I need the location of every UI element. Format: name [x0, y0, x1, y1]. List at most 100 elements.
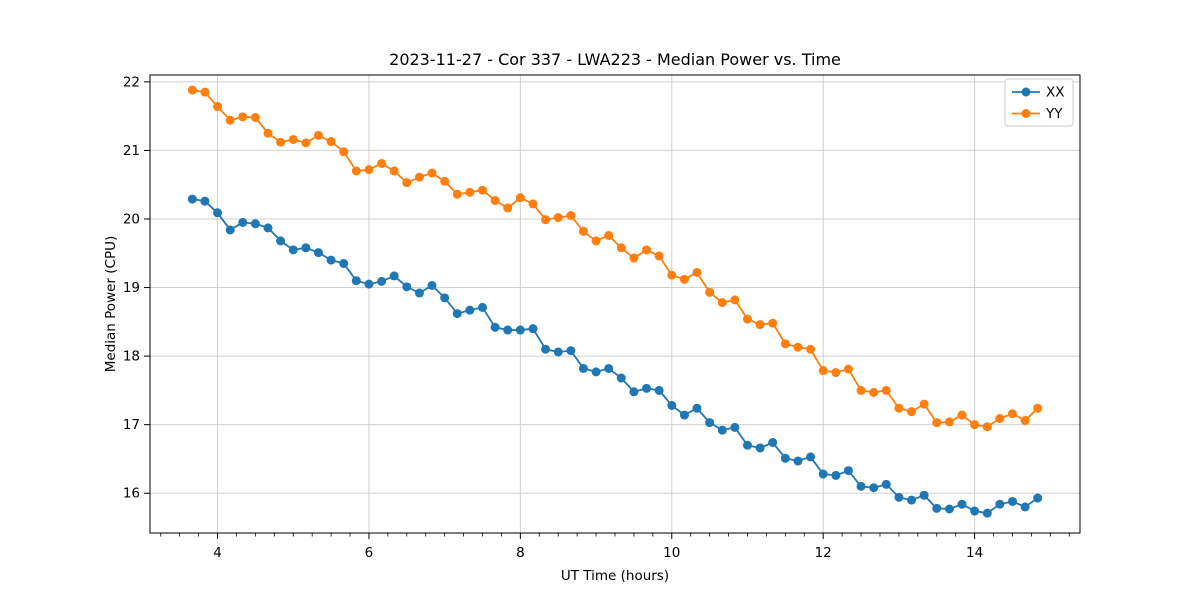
series-XX-marker — [742, 440, 752, 450]
legend-marker-sample — [1021, 109, 1031, 118]
series-YY-marker — [478, 185, 488, 195]
series-YY-marker — [301, 138, 311, 148]
legend-marker-sample — [1021, 87, 1031, 97]
series-XX-marker — [616, 373, 626, 383]
series-XX-marker — [465, 305, 475, 315]
series-YY-marker — [995, 414, 1005, 423]
series-XX-marker — [780, 453, 790, 463]
series-XX-marker — [578, 363, 588, 373]
series-XX-marker — [566, 346, 576, 356]
series-YY-marker — [490, 195, 500, 205]
legend-item-XX: XX — [1046, 85, 1065, 101]
series-XX-marker — [339, 259, 349, 269]
series-YY-marker — [427, 168, 437, 178]
series-XX-marker — [389, 271, 399, 281]
series-YY-marker — [692, 267, 702, 277]
y-tick-label: 18 — [123, 349, 140, 365]
series-YY-marker — [742, 314, 752, 324]
series-YY-marker — [679, 274, 689, 284]
series-YY-marker — [919, 399, 929, 409]
series-XX-marker — [591, 367, 601, 377]
y-tick-label: 16 — [123, 486, 140, 502]
series-YY-marker — [452, 189, 462, 199]
series-YY-marker — [213, 102, 223, 112]
series-YY-marker — [970, 420, 980, 430]
series-YY-marker — [553, 213, 563, 223]
series-XX-marker — [894, 492, 904, 502]
series-YY-marker — [604, 230, 614, 240]
series-XX-marker — [831, 470, 841, 480]
series-XX-marker — [1033, 493, 1043, 503]
series-XX-marker — [187, 194, 197, 204]
series-YY-marker — [717, 298, 727, 308]
series-YY-marker — [667, 270, 677, 280]
x-axis-label: UT Time (hours) — [560, 568, 670, 584]
series-YY-marker — [263, 128, 273, 138]
x-tick-label: 8 — [516, 545, 525, 561]
series-YY-marker — [869, 387, 879, 397]
series-YY-marker — [654, 251, 664, 261]
series-XX-marker — [301, 243, 311, 253]
series-XX-marker — [200, 196, 210, 206]
series-XX-marker — [440, 293, 450, 303]
series-YY-marker — [528, 199, 538, 209]
x-tick-label: 4 — [213, 545, 222, 561]
series-XX-marker — [351, 276, 361, 286]
series-XX-marker — [528, 324, 538, 334]
series-YY-marker — [944, 417, 954, 427]
series-XX-marker — [667, 400, 677, 410]
series-YY-marker — [578, 226, 588, 236]
series-YY-marker — [932, 418, 942, 428]
series-XX-marker — [856, 481, 866, 491]
series-YY-marker — [768, 318, 778, 328]
series-XX-marker — [503, 325, 513, 335]
series-XX-marker — [717, 425, 727, 435]
series-YY-marker — [339, 147, 349, 157]
series-YY-marker — [780, 339, 790, 349]
series-YY-marker — [818, 366, 828, 376]
series-YY-marker — [642, 245, 652, 255]
series-XX-marker — [629, 387, 639, 397]
series-YY-marker — [326, 137, 336, 147]
series-YY-marker — [503, 203, 513, 213]
series-YY-marker — [313, 130, 323, 140]
series-XX-marker — [364, 279, 374, 289]
series-YY-marker — [957, 410, 967, 420]
y-tick-label: 21 — [123, 143, 140, 159]
x-tick-label: 12 — [815, 545, 832, 561]
series-XX-marker — [478, 302, 488, 312]
series-XX-marker — [604, 363, 614, 373]
plot-border — [149, 74, 1081, 534]
series-XX-marker — [326, 255, 336, 265]
series-XX-marker — [869, 483, 879, 493]
series-XX-marker — [225, 225, 235, 235]
series-YY-marker — [288, 134, 298, 144]
series-YY-marker — [705, 287, 715, 297]
series-YY-marker — [616, 243, 626, 253]
chart-title: 2023-11-27 - Cor 337 - LWA223 - Median P… — [389, 50, 841, 69]
series-XX-marker — [263, 223, 273, 233]
series-YY-marker — [465, 187, 475, 197]
series-XX-marker — [276, 236, 286, 246]
series-YY-marker — [225, 115, 235, 125]
series-YY-marker — [831, 368, 841, 378]
series-YY-marker — [389, 166, 399, 176]
series-YY-marker — [200, 87, 210, 97]
series-YY-marker — [856, 385, 866, 395]
series-YY-marker — [881, 385, 891, 395]
series-XX-marker — [541, 344, 551, 354]
x-tick-label: 6 — [365, 545, 374, 561]
series-XX-marker — [730, 422, 740, 432]
series-XX-marker — [692, 403, 702, 413]
series-XX-marker — [427, 280, 437, 290]
series-XX-marker — [818, 469, 828, 479]
series-XX-marker — [944, 504, 954, 514]
series-XX-marker — [654, 385, 664, 395]
series-XX-marker — [705, 418, 715, 428]
series-XX-marker — [642, 383, 652, 393]
series-XX-marker — [402, 282, 412, 292]
series-XX-marker — [919, 490, 929, 500]
series-XX-marker — [679, 410, 689, 420]
